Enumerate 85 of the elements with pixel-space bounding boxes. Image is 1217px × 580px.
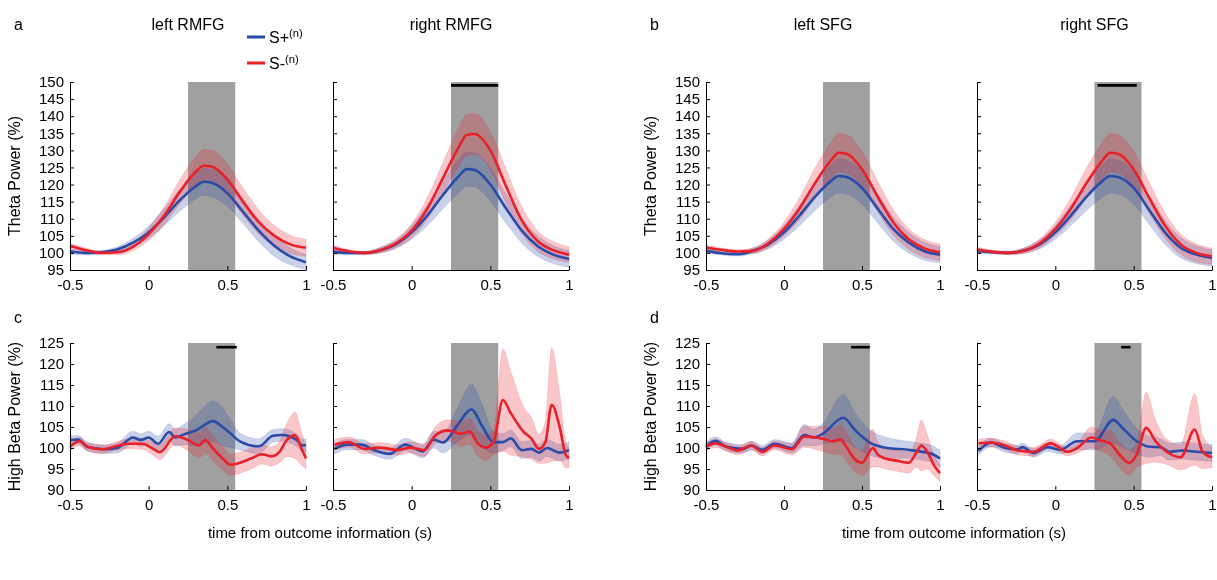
y-tick-label: 120	[674, 355, 700, 373]
y-tick-label: 125	[674, 334, 700, 352]
x-tick-label: 0.5	[480, 495, 502, 513]
x-tick-label: 0.5	[852, 495, 873, 513]
x-tick-label: 0	[144, 275, 154, 293]
x-tick-label: 0	[1051, 275, 1061, 293]
chart-title: right RMFG	[409, 16, 493, 33]
x-tick-label: 1	[565, 275, 574, 293]
y-tick-label: 140	[38, 107, 64, 125]
y-tick-label: 130	[38, 141, 64, 159]
x-tick-label: 0	[1051, 495, 1061, 513]
line-series	[68, 434, 308, 467]
y-tick-label: 100	[38, 244, 64, 262]
x-tick-label: 0	[407, 495, 417, 513]
y-tick-label: 115	[40, 192, 64, 210]
y-tick-label: 105	[674, 227, 700, 245]
x-tick-label: 1	[1208, 495, 1217, 513]
y-tick-label: 145	[674, 90, 700, 108]
x-tick-label: 0	[780, 495, 789, 513]
y-axis-title: Theta Power (%)	[642, 115, 659, 237]
x-tick-label: 0.5	[852, 275, 873, 293]
x-tick-label: 0.5	[480, 275, 502, 293]
x-tick-label: 1	[565, 495, 574, 513]
legend-label: S-$^{(n)}$	[269, 53, 299, 72]
y-tick-label: 150	[674, 73, 700, 91]
y-tick-label: 105	[674, 418, 700, 436]
x-tick-label: -0.5	[964, 275, 991, 293]
y-tick-label: 110	[40, 210, 64, 228]
x-tick-label: 0.5	[217, 495, 239, 513]
x-tick-label: 0	[144, 495, 154, 513]
y-tick-label: 120	[38, 355, 64, 373]
line-series	[704, 435, 942, 475]
y-tick-label: 95	[47, 460, 64, 478]
y-axis-title: High Beta Power (%)	[6, 341, 23, 492]
x-tick-label: 0	[780, 275, 789, 293]
x-tick-label: 1	[1208, 275, 1217, 293]
y-tick-label: 150	[38, 73, 64, 91]
y-tick-label: 100	[674, 439, 700, 457]
y-tick-label: 140	[674, 107, 700, 125]
y-axis-title: Theta Power (%)	[6, 115, 23, 237]
line-series	[68, 164, 308, 255]
y-tick-label: 115	[40, 376, 64, 394]
y-tick-label: 95	[683, 460, 700, 478]
y-tick-label: 125	[38, 334, 64, 352]
y-tick-label: 120	[38, 175, 64, 193]
y-axis-title: High Beta Power (%)	[642, 341, 659, 492]
y-tick-label: 105	[38, 227, 64, 245]
line-series	[704, 151, 942, 254]
legend-label: S+$^{(n)}$	[269, 27, 303, 46]
line-series	[704, 174, 942, 256]
y-tick-label: 110	[40, 397, 64, 415]
text: d	[650, 309, 659, 326]
text: b	[650, 16, 659, 33]
y-tick-label: 120	[674, 175, 700, 193]
y-tick-label: 135	[38, 124, 64, 142]
y-tick-label: 115	[676, 376, 700, 394]
y-tick-label: 125	[38, 158, 64, 176]
x-tick-label: 1	[302, 275, 311, 293]
y-tick-label: 130	[674, 141, 700, 159]
y-tick-label: 145	[38, 90, 64, 108]
x-tick-label: -0.5	[964, 495, 991, 513]
y-tick-label: 110	[676, 397, 700, 415]
y-tick-label: 105	[38, 418, 64, 436]
y-tick-label: 100	[674, 244, 700, 262]
chart-title: left RMFG	[151, 16, 225, 33]
chart-title: right SFG	[1060, 16, 1129, 33]
x-tick-label: 1	[936, 275, 945, 293]
x-axis-title: time from outcome information (s)	[207, 524, 433, 541]
x-tick-label: -0.5	[320, 275, 347, 293]
y-tick-label: 100	[38, 439, 64, 457]
x-tick-label: 0.5	[1123, 275, 1145, 293]
chart-title: left SFG	[793, 16, 853, 33]
x-tick-label: 0.5	[1123, 495, 1145, 513]
y-tick-label: 115	[676, 192, 700, 210]
y-tick-label: 135	[674, 124, 700, 142]
x-tick-label: 0	[407, 275, 417, 293]
x-tick-label: -0.5	[320, 495, 347, 513]
text: a	[14, 16, 23, 33]
x-tick-label: 1	[302, 495, 311, 513]
x-axis-title: time from outcome information (s)	[841, 524, 1067, 541]
x-tick-label: 1	[936, 495, 945, 513]
y-tick-label: 110	[676, 210, 700, 228]
y-tick-label: 125	[674, 158, 700, 176]
text: c	[14, 309, 22, 326]
x-tick-label: 0.5	[217, 275, 239, 293]
